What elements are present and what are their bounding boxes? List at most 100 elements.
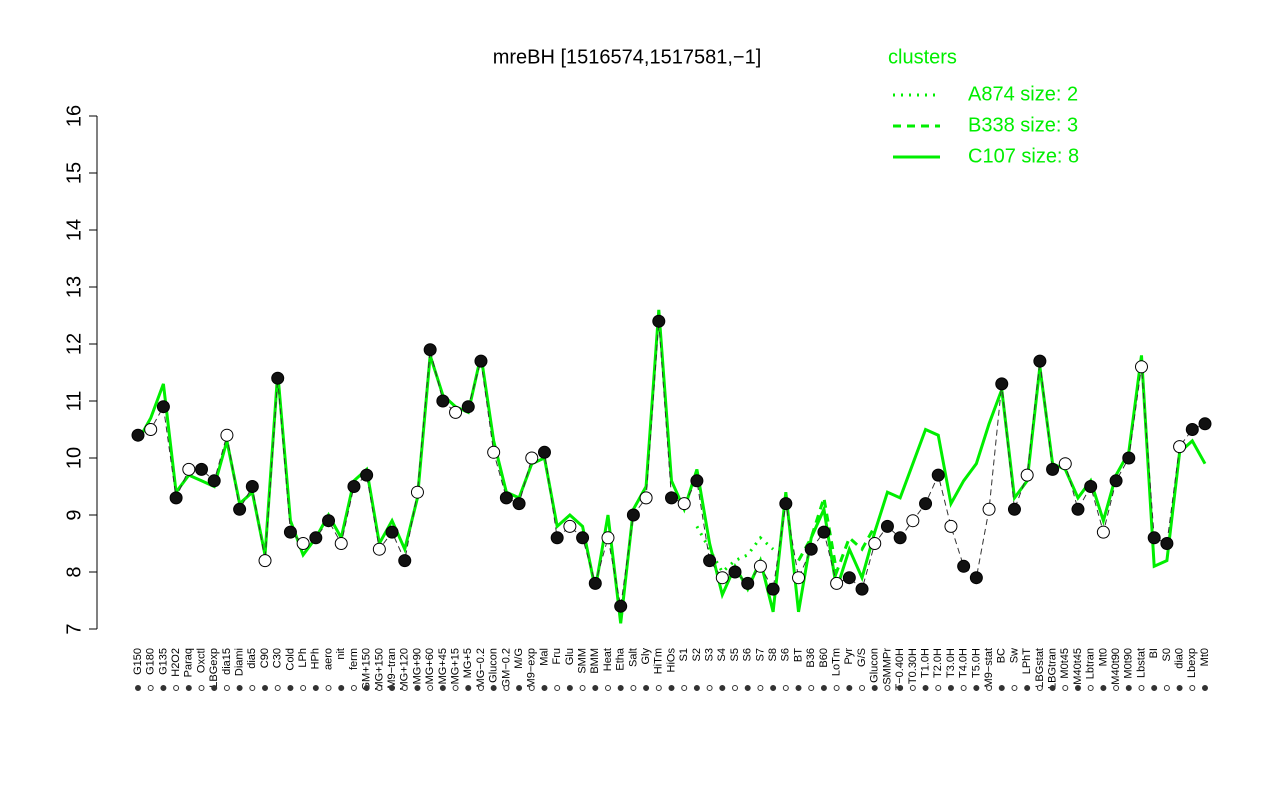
- point: [614, 599, 628, 613]
- point: [817, 525, 831, 539]
- category-dot: [770, 685, 777, 691]
- x-tick-label: Glu: [564, 648, 576, 665]
- point: [537, 445, 551, 459]
- category-dot: [604, 685, 611, 691]
- point: [982, 502, 996, 516]
- point: [944, 519, 958, 533]
- chart-title: mreBH [1516574,1517581,−1]: [493, 46, 762, 68]
- point: [525, 451, 539, 465]
- point: [1033, 354, 1047, 368]
- category-dot: [541, 685, 548, 691]
- point: [499, 491, 513, 505]
- category-dot: [630, 685, 637, 691]
- point: [1020, 468, 1034, 482]
- x-tick-label: S2: [691, 648, 703, 661]
- category-dot: [249, 685, 256, 691]
- category-dot: [262, 685, 269, 691]
- point: [703, 554, 717, 568]
- point: [449, 405, 463, 419]
- point: [372, 542, 386, 556]
- category-dot: [1125, 685, 1132, 691]
- category-dot: [1100, 685, 1107, 691]
- point: [957, 559, 971, 573]
- category-dot: [1074, 685, 1081, 691]
- point: [1185, 423, 1199, 436]
- x-tick-label: S6: [742, 648, 754, 661]
- x-tick-label: Mt0: [1097, 648, 1109, 666]
- x-tick-label: Cold: [284, 648, 296, 671]
- category-dot: [960, 685, 967, 691]
- category-dot: [1062, 685, 1069, 691]
- x-tick-label: SMM: [576, 648, 588, 674]
- x-tick-label: Heat: [602, 648, 614, 671]
- point: [512, 497, 526, 511]
- x-tick-label: MG+15: [449, 648, 461, 684]
- x-tick-label: M0t90: [1123, 648, 1135, 679]
- legend-label: A874 size: 2: [968, 83, 1078, 105]
- x-tick-label: LBGtran: [1046, 648, 1058, 689]
- point: [1122, 451, 1136, 465]
- x-tick-label: GM+150: [361, 648, 373, 691]
- x-tick-label: S1: [678, 648, 690, 661]
- x-tick-label: G135: [157, 648, 169, 675]
- point: [779, 497, 793, 511]
- category-dot: [1163, 685, 1170, 691]
- category-dot: [884, 685, 891, 691]
- x-tick-label: Lbtran: [1085, 648, 1097, 679]
- x-tick-label: M9−tran: [386, 648, 398, 689]
- x-tick-label: C90: [259, 648, 271, 668]
- x-tick-label: S8: [767, 648, 779, 661]
- point: [995, 377, 1009, 391]
- y-tick-label: 14: [63, 219, 85, 241]
- category-dot: [554, 685, 561, 691]
- point: [1096, 525, 1110, 539]
- x-tick-label: Glucon: [488, 648, 500, 683]
- y-tick-label: 7: [63, 623, 85, 634]
- x-tick-label: G/S: [856, 648, 868, 667]
- point: [182, 462, 196, 476]
- point: [931, 468, 945, 482]
- x-tick-label: T2.0H: [932, 648, 944, 678]
- point: [626, 508, 640, 522]
- point: [715, 571, 729, 585]
- series-line: [797, 497, 877, 578]
- point: [423, 343, 437, 357]
- point: [652, 314, 666, 328]
- x-tick-label: S4: [716, 648, 728, 661]
- y-tick-label: 15: [63, 162, 85, 184]
- point: [347, 480, 361, 493]
- category-dot: [427, 685, 434, 691]
- point: [753, 559, 767, 573]
- x-tick-label: T1.0H: [919, 648, 931, 678]
- point: [144, 423, 158, 436]
- x-tick-label: SMMPr: [881, 648, 893, 685]
- category-dot: [935, 685, 942, 691]
- category-dot: [1151, 685, 1158, 691]
- point: [207, 474, 221, 488]
- x-tick-label: S6: [780, 648, 792, 661]
- x-tick-label: LBGexp: [208, 648, 220, 688]
- category-dot: [757, 685, 764, 691]
- category-dot: [1202, 685, 1208, 691]
- x-tick-label: BI: [1148, 648, 1160, 658]
- x-tick-label: G180: [145, 648, 157, 675]
- category-dot: [1036, 685, 1043, 691]
- point: [1147, 531, 1161, 545]
- x-tick-label: M/G: [513, 648, 525, 669]
- x-tick-label: S7: [754, 648, 766, 661]
- x-tick-label: BT: [792, 648, 804, 662]
- category-dot: [1011, 685, 1018, 691]
- x-tick-label: Pyr: [843, 648, 855, 665]
- category-dot: [947, 685, 954, 691]
- x-tick-label: S5: [729, 648, 741, 661]
- x-tick-label: MG+150: [373, 648, 385, 691]
- category-dot: [1176, 685, 1183, 691]
- category-dot: [389, 685, 396, 691]
- x-tick-label: M0t45: [1059, 648, 1071, 679]
- x-tick-label: LPh: [297, 648, 309, 668]
- category-dot: [643, 685, 650, 691]
- point: [258, 554, 272, 568]
- category-dot: [312, 685, 319, 691]
- x-tick-label: Gly: [640, 648, 652, 665]
